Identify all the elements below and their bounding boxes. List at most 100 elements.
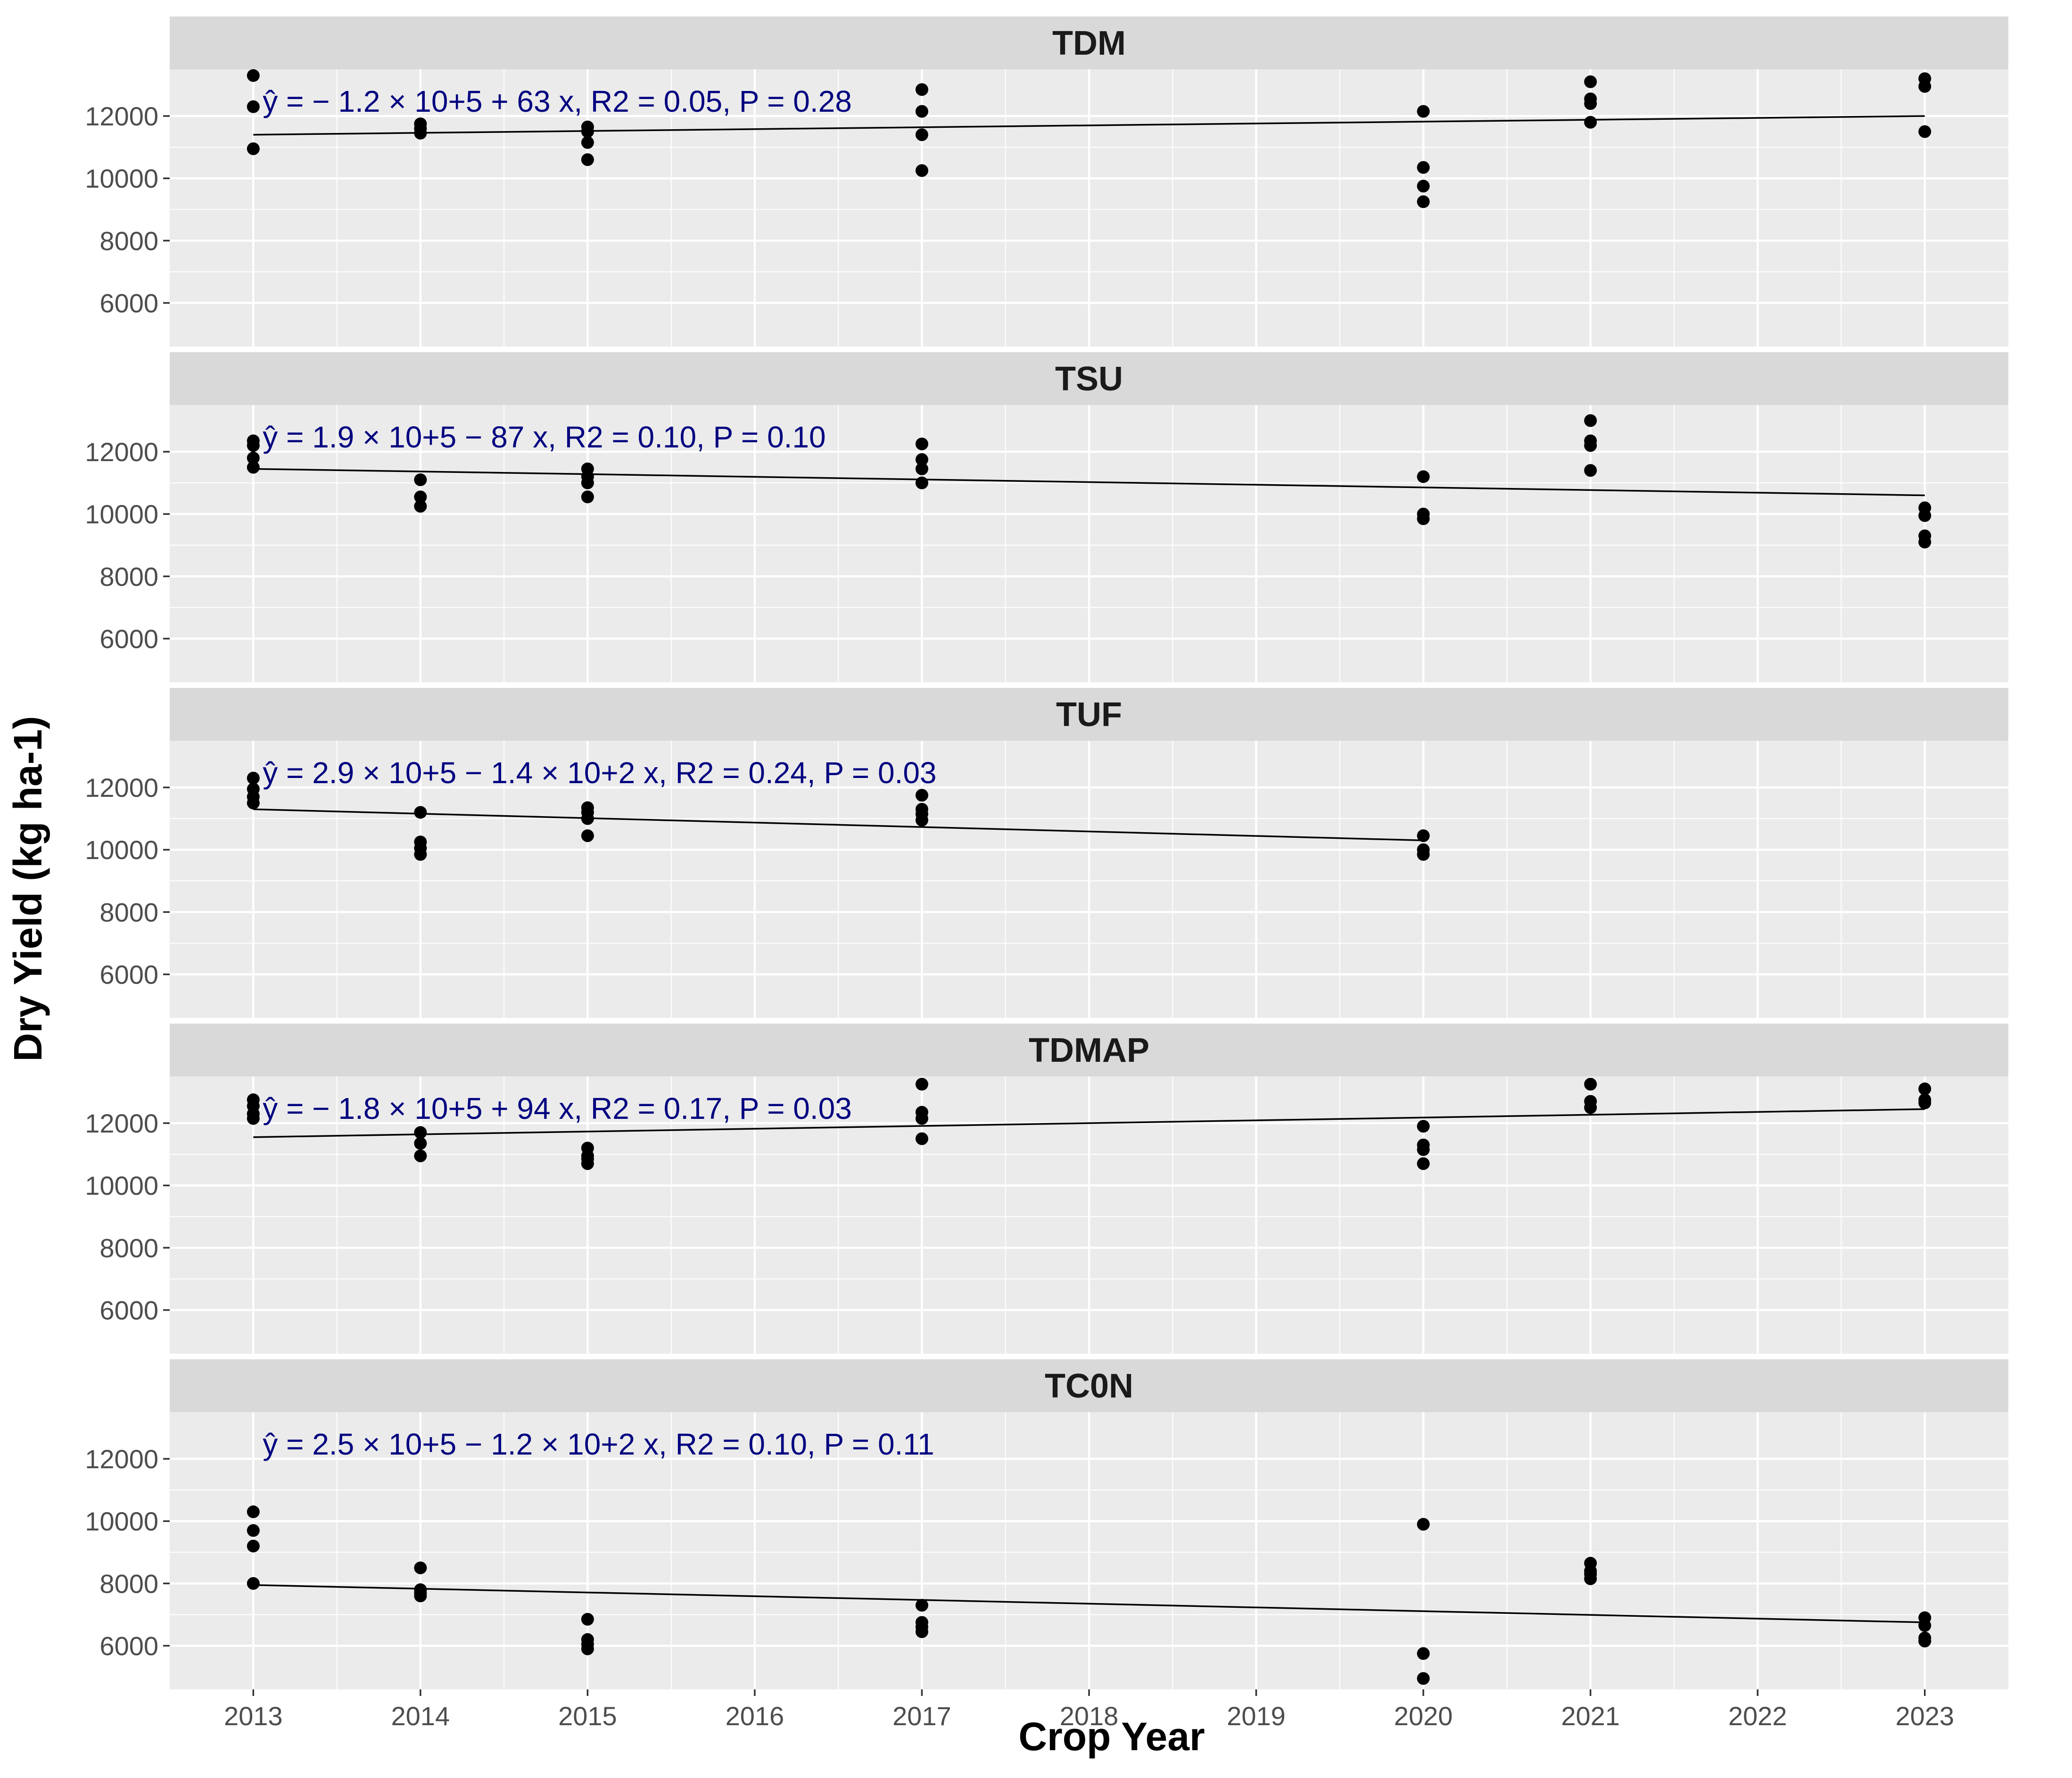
x-tick-label: 2022	[1728, 1701, 1787, 1731]
facet-tdmap: TDMAP 6000 8000 10000 12000 ŷ = − 1.8 × 10+5 …	[85, 1024, 2008, 1354]
facet-strip	[170, 1024, 2008, 1076]
x-tick-label: 2018	[1060, 1701, 1119, 1731]
data-point	[1417, 829, 1430, 843]
data-point	[247, 100, 260, 113]
data-point	[1417, 105, 1430, 118]
facet-tuf: TUF 6000 8000 10000 12000 ŷ = 2.9 × 10+5 − 1.…	[85, 688, 2008, 1018]
y-tick-label: 12000	[85, 773, 158, 802]
data-point	[1417, 161, 1430, 174]
data-point	[1584, 464, 1597, 477]
data-point	[915, 438, 928, 451]
data-point	[1417, 195, 1430, 208]
x-tick-label: 2023	[1895, 1701, 1954, 1731]
data-point	[247, 142, 260, 155]
data-point	[581, 1157, 594, 1170]
y-tick-label: 12000	[85, 101, 158, 131]
data-point	[1417, 1157, 1430, 1170]
y-tick-label: 10000	[85, 835, 158, 865]
data-point	[581, 490, 594, 504]
y-tick-label: 10000	[85, 499, 158, 529]
data-point	[915, 462, 928, 475]
data-point	[414, 1137, 427, 1150]
x-tick-label: 2019	[1227, 1701, 1286, 1731]
data-point	[915, 1625, 928, 1638]
data-point	[1417, 180, 1430, 193]
y-tick-label: 6000	[99, 1631, 158, 1661]
data-point	[247, 461, 260, 474]
facet-strip	[170, 17, 2008, 69]
data-point	[581, 476, 594, 489]
data-point	[915, 813, 928, 827]
data-point	[414, 473, 427, 487]
data-point	[414, 1561, 427, 1574]
facet-strip-label: TC0N	[1045, 1367, 1133, 1405]
data-point	[581, 1613, 594, 1626]
regression-line	[253, 115, 1925, 136]
y-axis-title: Dry Yield (kg ha-1)	[6, 716, 50, 1062]
data-point	[1417, 470, 1430, 483]
data-point	[1918, 1619, 1932, 1632]
data-point	[414, 126, 427, 140]
data-point	[1417, 1143, 1430, 1156]
data-point	[1584, 439, 1597, 452]
data-point	[1417, 1647, 1430, 1660]
data-point	[414, 500, 427, 513]
data-point	[581, 153, 594, 166]
regression-equation: ŷ = 2.9 × 10+5 − 1.4 × 10+2 x, R2 = 0.24…	[263, 756, 936, 790]
data-point	[915, 453, 928, 466]
data-point	[915, 1078, 928, 1091]
data-point	[247, 1112, 260, 1125]
regression-equation: ŷ = 2.5 × 10+5 − 1.2 × 10+2 x, R2 = 0.10…	[263, 1427, 934, 1461]
facet-tdm: TDM 6000 8000 10000 12000 ŷ = − 1.2 × 10+5 + …	[85, 17, 2008, 347]
regression-line	[253, 468, 1925, 496]
y-tick-label: 8000	[99, 226, 158, 256]
facet-strip	[170, 688, 2008, 741]
data-point	[1417, 1120, 1430, 1133]
data-point	[1918, 125, 1932, 138]
regression-line	[253, 1108, 1925, 1138]
regression-equation: ŷ = − 1.2 × 10+5 + 63 x, R2 = 0.05, P = …	[263, 84, 852, 118]
data-point	[915, 789, 928, 802]
data-point	[414, 806, 427, 819]
data-point	[915, 164, 928, 177]
data-point	[915, 1599, 928, 1612]
data-point	[581, 812, 594, 825]
regression-equation: ŷ = − 1.8 × 10+5 + 94 x, R2 = 0.17, P = …	[263, 1092, 852, 1125]
x-tick-label: 2015	[558, 1701, 617, 1731]
data-point	[1417, 848, 1430, 861]
y-tick-label: 10000	[85, 164, 158, 193]
data-point	[247, 69, 260, 82]
data-point	[247, 1524, 260, 1537]
data-point	[247, 451, 260, 464]
data-point	[1584, 1572, 1597, 1585]
data-point	[915, 1132, 928, 1145]
data-point	[414, 1126, 427, 1139]
y-tick-label: 12000	[85, 1444, 158, 1474]
y-tick-label: 12000	[85, 437, 158, 467]
y-tick-label: 10000	[85, 1171, 158, 1200]
y-tick-label: 8000	[99, 1569, 158, 1598]
data-point	[915, 1112, 928, 1125]
data-point	[247, 796, 260, 810]
x-tick-label: 2013	[224, 1701, 283, 1731]
data-point	[1417, 512, 1430, 525]
data-point	[1918, 536, 1932, 549]
data-point	[915, 105, 928, 118]
data-point	[1417, 1672, 1430, 1685]
regression-line	[253, 808, 1424, 842]
regression-equation: ŷ = 1.9 × 10+5 − 87 x, R2 = 0.10, P = 0.…	[263, 420, 825, 454]
data-point	[247, 1539, 260, 1553]
x-axis-title: Crop Year	[1018, 1714, 1205, 1759]
data-point	[247, 1505, 260, 1518]
data-point	[581, 829, 594, 843]
data-point	[1918, 80, 1932, 93]
y-tick-label: 6000	[99, 624, 158, 654]
data-point	[1417, 1518, 1430, 1531]
data-point	[414, 1149, 427, 1162]
y-tick-label: 8000	[99, 562, 158, 591]
y-tick-label: 8000	[99, 897, 158, 927]
facet-strip	[170, 1359, 2008, 1412]
data-point	[414, 490, 427, 504]
data-point	[247, 771, 260, 785]
